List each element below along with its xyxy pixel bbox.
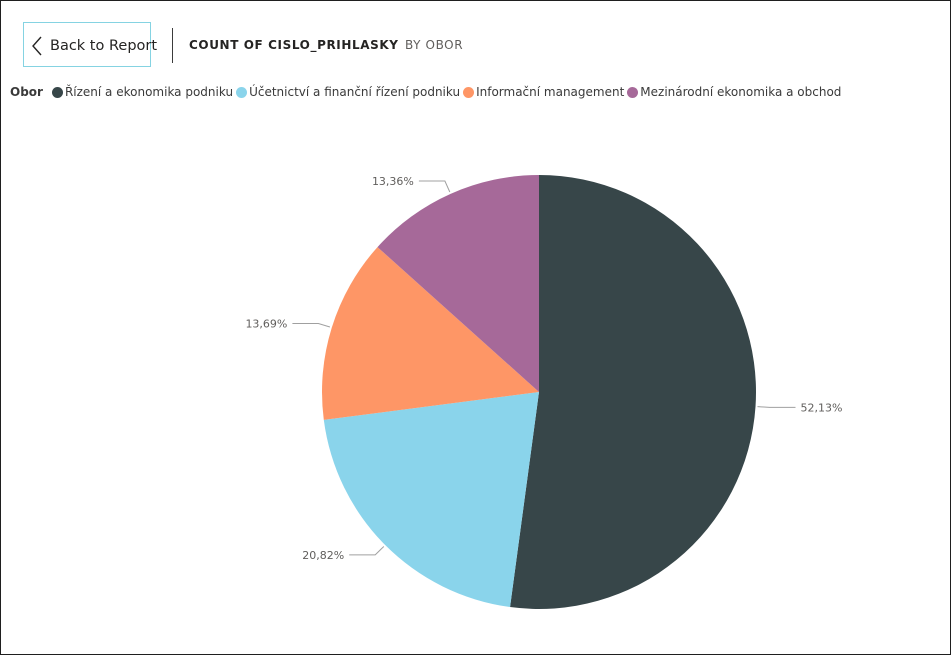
header-divider xyxy=(172,28,173,63)
legend-label: Informační management xyxy=(476,85,625,99)
data-label-rizeni-a-ekonomika-podniku: 52,13% xyxy=(801,401,843,414)
legend-title: Obor xyxy=(10,85,43,99)
pie-slice-rizeni-a-ekonomika-podniku[interactable] xyxy=(510,175,757,609)
legend-label: Mezinárodní ekonomika a obchod xyxy=(640,85,842,99)
chevron-left-icon xyxy=(32,36,42,56)
leader-line-mezinarodni-ekonomika-a-obchod xyxy=(418,180,451,193)
legend-item-rizeni[interactable]: Řízení a ekonomika podniku xyxy=(51,85,234,99)
data-label-ucetnictvi-a-financni-rizeni-podniku: 20,82% xyxy=(302,549,344,562)
legend-dot-icon xyxy=(236,86,248,98)
chart-subtitle: BY OBOR xyxy=(405,38,464,52)
legend-label: Účetnictví a finanční řízení podniku xyxy=(249,85,461,99)
leader-line-rizeni-a-ekonomika-podniku xyxy=(757,406,796,408)
legend-item-informacni[interactable]: Informační management xyxy=(463,85,624,99)
pie-slice-mezinarodni-ekonomika-a-obchod[interactable] xyxy=(377,175,539,392)
legend-item-ucetnictvi[interactable]: Účetnictví a finanční řízení podniku xyxy=(236,85,460,99)
legend: Obor Řízení a ekonomika podniku Účetnict… xyxy=(10,85,844,99)
legend-dot-icon xyxy=(51,86,63,98)
header: Back to Report COUNT OF CISLO_PRIHLASKY … xyxy=(0,0,949,70)
data-label-mezinarodni-ekonomika-a-obchod: 13,36% xyxy=(372,175,414,188)
leader-line-ucetnictvi-a-financni-rizeni-podniku xyxy=(349,546,385,556)
legend-item-mezinarodni[interactable]: Mezinárodní ekonomika a obchod xyxy=(627,85,841,99)
pie-slice-ucetnictvi-a-financni-rizeni-podniku[interactable] xyxy=(323,392,539,608)
back-to-report-button[interactable]: Back to Report xyxy=(23,22,157,67)
legend-label: Řízení a ekonomika podniku xyxy=(64,85,234,99)
chart-title: COUNT OF CISLO_PRIHLASKY xyxy=(189,38,399,52)
data-label-informacni-management: 13,69% xyxy=(245,318,287,331)
pie-slice-informacni-management[interactable] xyxy=(322,247,539,420)
leader-line-informacni-management xyxy=(292,323,331,328)
back-button-label: Back to Report xyxy=(50,38,158,54)
legend-dot-icon xyxy=(627,86,639,98)
legend-dot-icon xyxy=(463,86,475,98)
